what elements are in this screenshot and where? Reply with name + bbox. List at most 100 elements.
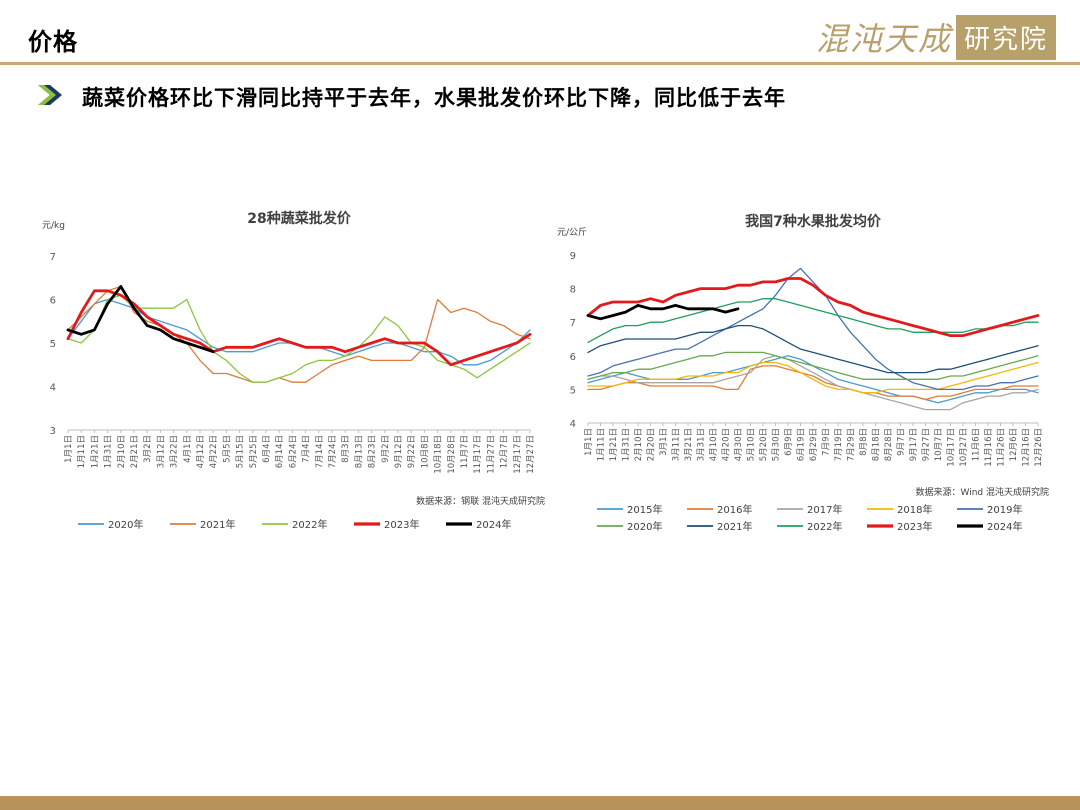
x-tick-label: 6月9日 [784,428,794,456]
x-tick-label: 3月2日 [143,435,153,463]
x-tick-label: 4月1日 [183,435,193,463]
x-tick-label: 8月8日 [859,428,869,456]
x-tick-label: 4月22日 [209,435,219,468]
x-tick-label: 9月12日 [394,435,404,468]
x-tick-label: 1月11日 [597,428,607,461]
logo-box-text: 研究院 [955,14,1056,60]
x-tick-label: 3月12日 [156,435,166,468]
x-tick-label: 7月4日 [302,435,312,463]
x-tick-label: 5月30日 [772,428,782,461]
chevron-right-icon [38,85,62,105]
series-line-2022年 [587,298,1039,344]
x-tick-label: 3月22日 [170,435,180,468]
x-tick-label: 2月21日 [130,435,140,468]
series-line-2016年 [587,365,1039,401]
y-tick-label: 3 [50,426,56,437]
y-tick-label: 8 [570,285,576,296]
x-tick-label: 7月29日 [847,428,857,461]
x-tick-label: 11月16日 [984,428,994,467]
x-tick-label: 11月27日 [486,435,496,474]
y-axis-label: 元/kg [42,221,65,231]
x-tick-label: 2月10日 [117,435,127,468]
x-tick-label: 10月27日 [959,428,969,467]
x-tick-label: 6月24日 [288,435,298,468]
x-tick-label: 9月7日 [897,428,907,456]
x-tick-label: 1月31日 [104,435,114,468]
x-tick-label: 2月20日 [647,428,657,461]
chart-title: 我国7种水果批发均价 [745,213,882,230]
page-title: 价格 [28,28,78,56]
y-tick-label: 7 [50,252,56,263]
x-tick-label: 5月10日 [747,428,757,461]
x-tick-label: 4月12日 [196,435,206,468]
series-line-2018年 [587,361,1039,394]
x-tick-label: 12月27日 [526,435,536,474]
x-tick-label: 6月29日 [809,428,819,461]
x-tick-label: 12月17日 [513,435,523,474]
legend-label: 2023年 [897,520,932,533]
x-tick-label: 5月20日 [759,428,769,461]
x-tick-label: 8月23日 [368,435,378,468]
footer-bar [0,796,1080,810]
fruit-price-chart: 我国7种水果批发均价 元/公斤 4 5 6 7 8 9 1月1日 1月11日 1月21日 1月31日 2… [555,205,1060,540]
x-tick-label: 6月4日 [262,435,272,463]
x-tick-label: 11月26日 [997,428,1007,467]
x-tick-label: 5月15日 [236,435,246,468]
x-tick-label: 7月9日 [822,428,832,456]
x-tick-label: 7月19日 [834,428,844,461]
series-line-2023年 [586,277,1040,338]
y-tick-label: 5 [570,385,576,396]
x-tick-label: 11月6日 [972,428,982,461]
x-tick-label: 3月1日 [659,428,669,456]
series-line-2023年 [66,289,532,367]
legend-label: 2023年 [384,518,419,531]
y-tick-label: 9 [570,251,576,262]
legend-label: 2019年 [987,503,1022,516]
legend-label: 2024年 [987,520,1022,533]
legend-label: 2020年 [108,518,143,531]
legend-label: 2022年 [292,518,327,531]
legend-label: 2024年 [476,518,511,531]
x-tick-label: 9月17日 [909,428,919,461]
x-tick-label: 9月27日 [922,428,932,461]
legend-label: 2017年 [807,503,842,516]
legend-label: 2021年 [717,520,752,533]
x-tick-label: 6月14日 [275,435,285,468]
x-tick-label: 5月25日 [249,435,259,468]
x-tick-label: 4月10日 [709,428,719,461]
legend-label: 2020年 [627,520,662,533]
series-line-2021年 [67,285,531,383]
x-tick-label: 3月31日 [697,428,707,461]
x-tick-label: 1月1日 [584,428,594,456]
series-line-2021年 [587,324,1039,374]
x-tick-label: 10月17日 [947,428,957,467]
legend-label: 2021年 [200,518,235,531]
x-tick-label: 1月31日 [622,428,632,461]
x-tick-label: 11月7日 [460,435,470,468]
x-tick-label: 4月20日 [722,428,732,461]
x-tick-label: 10月28日 [447,435,457,474]
legend-label: 2018年 [897,503,932,516]
x-tick-label: 12月7日 [500,435,510,468]
x-tick-label: 2月10日 [634,428,644,461]
x-tick-label: 10月18日 [434,435,444,474]
legend-label: 2015年 [627,503,662,516]
y-tick-label: 4 [570,419,576,430]
y-tick-label: 5 [50,339,56,350]
x-tick-label: 12月6日 [1009,428,1019,461]
x-tick-label: 5月5日 [222,435,232,463]
x-tick-label: 7月24日 [328,435,338,468]
x-tick-label: 4月30日 [734,428,744,461]
y-tick-label: 7 [570,318,576,329]
headline: 蔬菜价格环比下滑同比持平于去年，水果批发价环比下降，同比低于去年 [82,86,786,110]
x-tick-label: 12月16日 [1022,428,1032,467]
x-tick-label: 6月19日 [797,428,807,461]
x-tick-label: 8月28日 [884,428,894,461]
x-tick-label: 9月2日 [381,435,391,463]
header-rule [0,62,1080,65]
x-tick-label: 8月18日 [872,428,882,461]
x-tick-label: 1月11日 [77,435,87,468]
chart-title: 28种蔬菜批发价 [247,210,351,227]
y-axis-label: 元/公斤 [557,227,587,238]
